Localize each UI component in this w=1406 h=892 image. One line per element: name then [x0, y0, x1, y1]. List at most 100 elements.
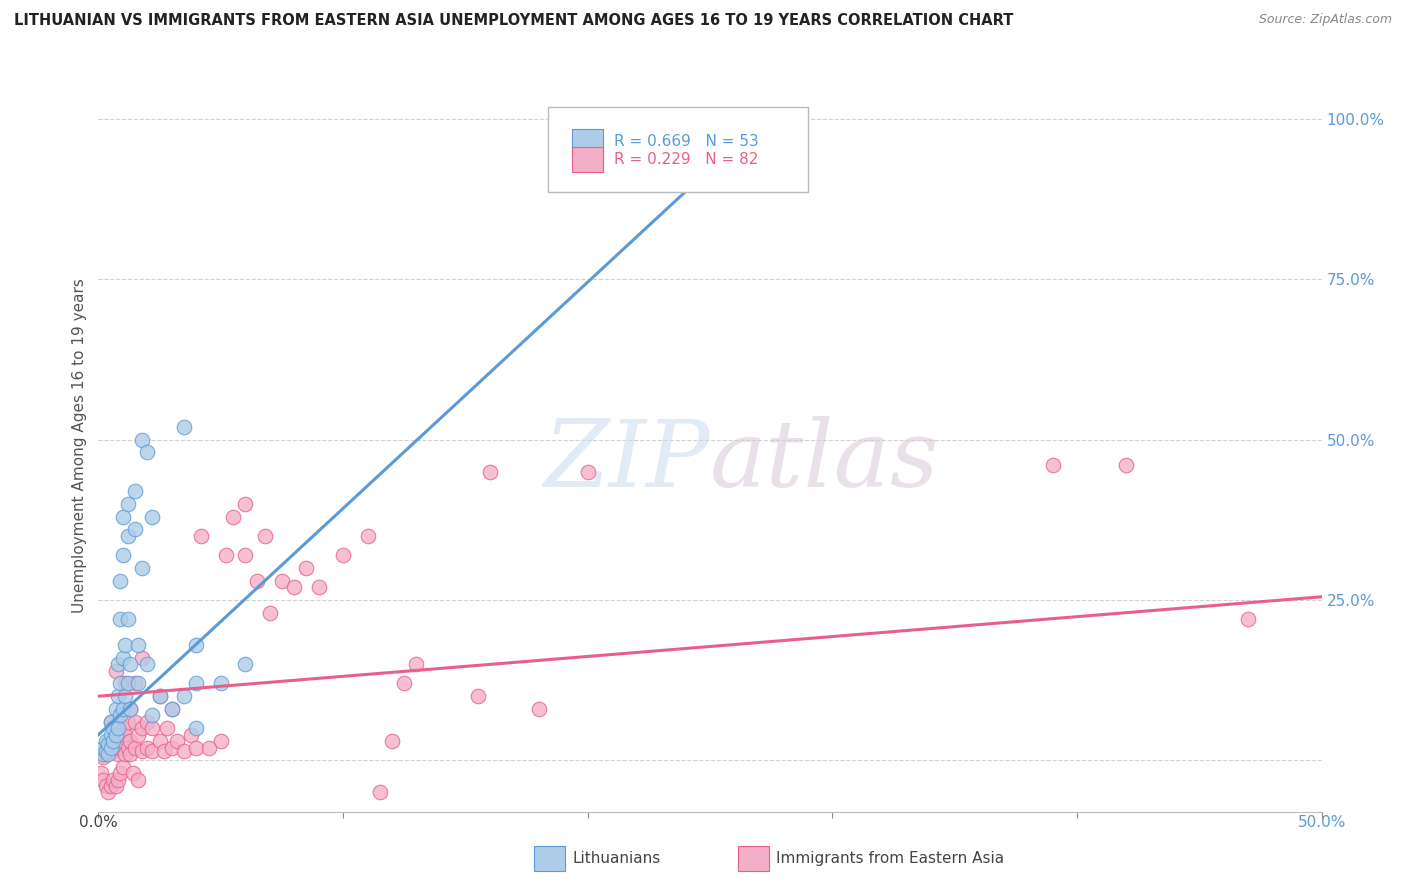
Text: 50.0%: 50.0% — [1298, 815, 1346, 830]
Point — [110, 740, 132, 755]
Point — [97, 785, 120, 799]
Point — [166, 734, 188, 748]
Point — [222, 509, 245, 524]
Point — [233, 497, 256, 511]
Point — [405, 657, 427, 672]
Point — [186, 676, 208, 690]
Point — [149, 690, 172, 704]
Point — [160, 702, 183, 716]
Point — [141, 509, 163, 524]
Text: atlas: atlas — [710, 416, 939, 506]
Point — [101, 734, 124, 748]
Point — [97, 737, 120, 751]
Point — [110, 612, 132, 626]
Point — [94, 744, 117, 758]
Point — [117, 529, 139, 543]
Point — [104, 740, 127, 755]
Text: Source: ZipAtlas.com: Source: ZipAtlas.com — [1258, 13, 1392, 27]
Point — [120, 702, 142, 716]
Text: Immigrants from Eastern Asia: Immigrants from Eastern Asia — [776, 851, 1004, 865]
Point — [110, 574, 132, 588]
Point — [748, 112, 770, 126]
Point — [107, 772, 129, 787]
Point — [141, 744, 163, 758]
Point — [381, 734, 404, 748]
Point — [131, 721, 153, 735]
Point — [283, 580, 305, 594]
Point — [107, 747, 129, 761]
Point — [117, 676, 139, 690]
Point — [131, 433, 153, 447]
Point — [110, 676, 132, 690]
Point — [180, 728, 202, 742]
Point — [527, 702, 550, 716]
Point — [117, 740, 139, 755]
Point — [117, 714, 139, 729]
Point — [114, 728, 136, 742]
Point — [117, 497, 139, 511]
Point — [141, 721, 163, 735]
Point — [723, 112, 745, 126]
Point — [160, 702, 183, 716]
Y-axis label: Unemployment Among Ages 16 to 19 years: Unemployment Among Ages 16 to 19 years — [72, 278, 87, 614]
Point — [153, 744, 176, 758]
Point — [259, 606, 281, 620]
Point — [136, 740, 159, 755]
Point — [121, 766, 143, 780]
Point — [186, 638, 208, 652]
Point — [114, 638, 136, 652]
Point — [197, 740, 219, 755]
Text: 0.0%: 0.0% — [79, 815, 118, 830]
Point — [100, 740, 122, 755]
Point — [114, 690, 136, 704]
Point — [141, 708, 163, 723]
Point — [295, 561, 318, 575]
Point — [97, 744, 120, 758]
Point — [100, 714, 122, 729]
Point — [120, 657, 142, 672]
Point — [124, 676, 146, 690]
Point — [173, 419, 195, 434]
Point — [131, 744, 153, 758]
Point — [136, 714, 159, 729]
Text: ZIP: ZIP — [543, 416, 710, 506]
Point — [114, 676, 136, 690]
Point — [104, 728, 127, 742]
Point — [173, 690, 195, 704]
Point — [160, 740, 183, 755]
Point — [173, 744, 195, 758]
Point — [110, 708, 132, 723]
Point — [100, 740, 122, 755]
Point — [246, 574, 269, 588]
Point — [149, 690, 172, 704]
Point — [308, 580, 330, 594]
Point — [94, 734, 117, 748]
Point — [209, 676, 232, 690]
Point — [576, 465, 599, 479]
Text: LITHUANIAN VS IMMIGRANTS FROM EASTERN ASIA UNEMPLOYMENT AMONG AGES 16 TO 19 YEAR: LITHUANIAN VS IMMIGRANTS FROM EASTERN AS… — [14, 13, 1014, 29]
Point — [131, 650, 153, 665]
Point — [356, 529, 378, 543]
Point — [100, 728, 122, 742]
Point — [90, 747, 112, 761]
Point — [111, 548, 134, 562]
Point — [110, 766, 132, 780]
Point — [97, 747, 120, 761]
Point — [392, 676, 416, 690]
Point — [110, 708, 132, 723]
Point — [270, 574, 294, 588]
Point — [104, 779, 127, 793]
Point — [332, 548, 354, 562]
Point — [233, 548, 256, 562]
Point — [104, 702, 127, 716]
Point — [124, 483, 146, 498]
Point — [107, 657, 129, 672]
Point — [101, 721, 124, 735]
Point — [127, 676, 149, 690]
Text: Lithuanians: Lithuanians — [572, 851, 661, 865]
Point — [186, 721, 208, 735]
Point — [1042, 458, 1064, 473]
Point — [111, 650, 134, 665]
Point — [124, 740, 146, 755]
Point — [233, 657, 256, 672]
